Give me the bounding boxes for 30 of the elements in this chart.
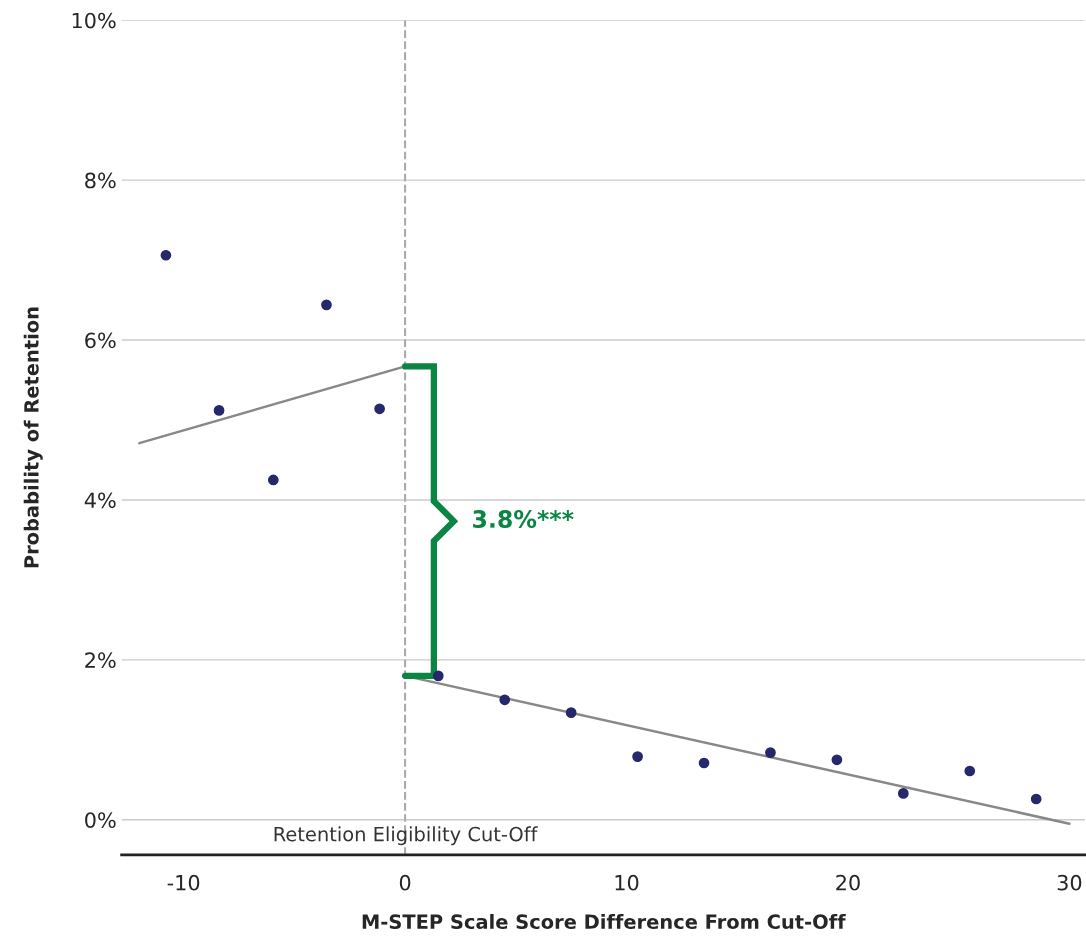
x-tick-label: 10 bbox=[615, 874, 639, 891]
point bbox=[831, 754, 843, 766]
x-tick-label: 20 bbox=[836, 874, 860, 891]
x-tick-label: 0 bbox=[399, 874, 411, 891]
y-tick-label: 6% bbox=[85, 332, 116, 349]
point bbox=[374, 403, 385, 415]
x-tick-label: 30 bbox=[1057, 874, 1082, 891]
point bbox=[698, 757, 710, 769]
annotation: 3.8%*** bbox=[473, 510, 574, 528]
y-tick-label: 4% bbox=[84, 492, 116, 509]
point bbox=[321, 299, 332, 311]
point bbox=[964, 765, 976, 777]
point bbox=[565, 707, 577, 718]
point bbox=[897, 788, 909, 799]
y-tick-label: 0% bbox=[85, 812, 116, 828]
point bbox=[499, 694, 511, 706]
y-tick-label: 2% bbox=[85, 652, 116, 669]
y-tick-label: 8% bbox=[85, 172, 116, 189]
y-tick-label: 10% bbox=[72, 12, 116, 29]
point bbox=[1030, 793, 1042, 805]
point bbox=[213, 405, 225, 416]
x-axis-title: M-STEP Scale Score Difference From Cut-Off bbox=[362, 914, 846, 930]
x-tick-label: -10 bbox=[167, 874, 200, 891]
ref-line-label: Retention Eligibility Cut-Off bbox=[274, 826, 538, 846]
point bbox=[267, 474, 279, 486]
y-axis-title: Probability of Retention bbox=[23, 307, 43, 568]
point bbox=[160, 249, 172, 261]
point bbox=[765, 747, 776, 758]
point bbox=[432, 670, 444, 682]
point bbox=[632, 751, 643, 762]
